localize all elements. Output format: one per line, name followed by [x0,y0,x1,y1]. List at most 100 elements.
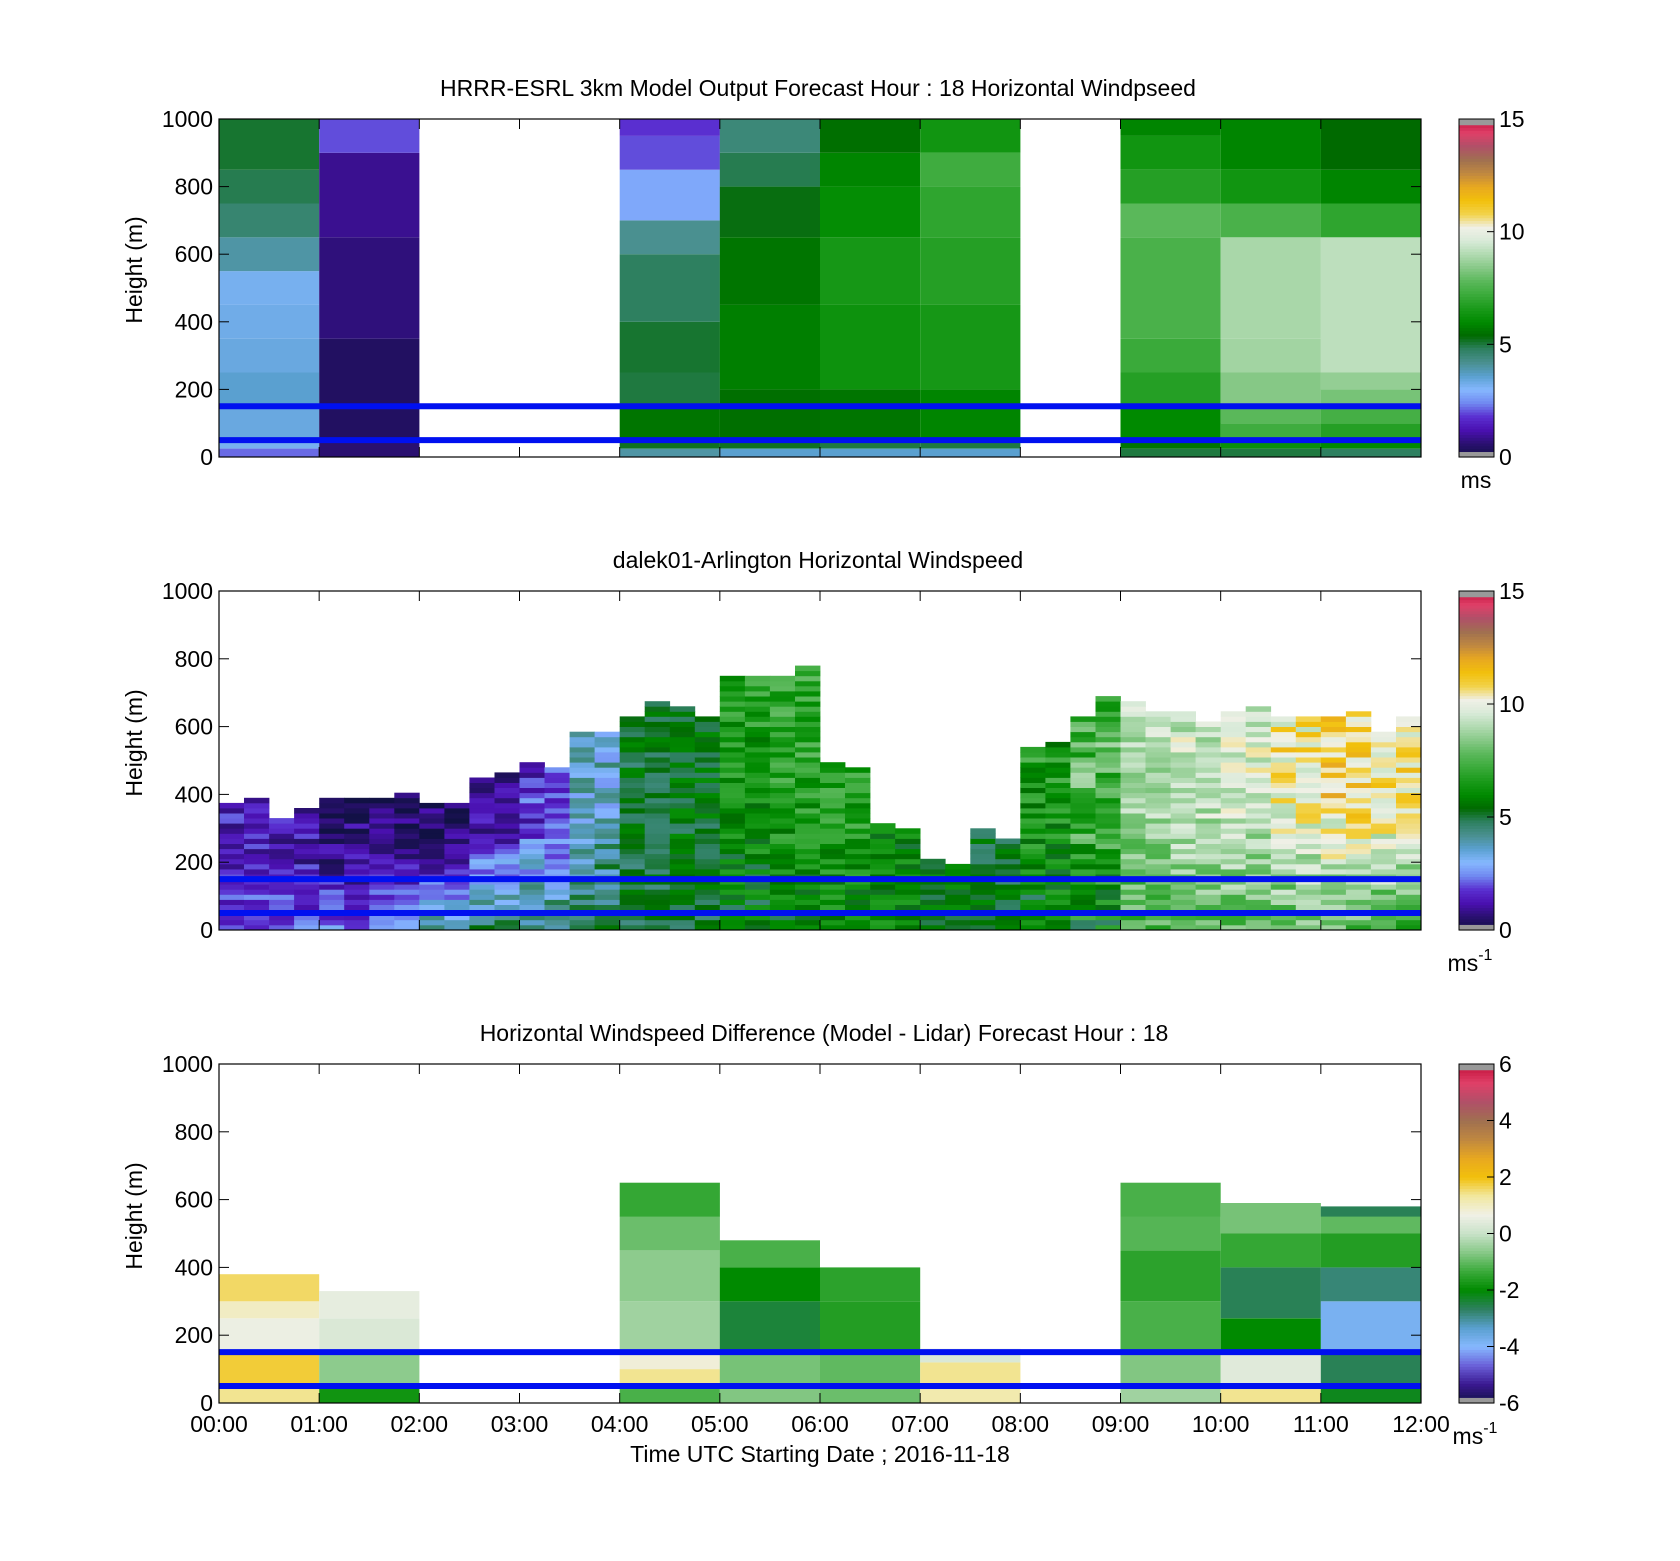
heatmap-cell [369,818,395,824]
heatmap-cell [1070,833,1096,839]
heatmap-cell [870,858,896,865]
colorbar-segment [1459,1369,1494,1373]
heatmap-cell [945,919,971,926]
heatmap-cell [244,919,270,926]
heatmap-cell [1370,853,1397,860]
heatmap-cell [1396,726,1422,733]
heatmap-cell [795,701,821,707]
colorbar-segment [1459,1273,1494,1277]
heatmap-cell [644,726,671,733]
colorbar-segment [1459,1117,1494,1122]
heatmap-cell [1220,833,1247,839]
heatmap-cell [619,919,646,926]
heatmap-cell [1045,823,1071,829]
heatmap-cell [1020,808,1046,814]
heatmap-cell [744,894,771,900]
heatmap-cell [1120,899,1146,905]
heatmap-cell [1070,736,1096,743]
heatmap-cell [1095,924,1121,931]
heatmap-cell [1370,858,1397,865]
heatmap-cell [669,716,696,722]
heatmap-cell [1020,828,1046,834]
heatmap-cell [344,904,370,911]
heatmap-cell [719,884,746,890]
colorbar-segment [1459,124,1494,129]
colorbar-segment [1459,1244,1494,1249]
heatmap-cell [1095,696,1121,702]
colorbar-segment [1459,1092,1494,1096]
heatmap-cell [820,838,846,844]
heatmap-cell [294,889,320,895]
heatmap-cell [1145,889,1171,895]
colorbar-segment [1459,1134,1494,1139]
heatmap-cell [494,904,520,911]
heatmap-cell [519,823,545,829]
heatmap-cell [594,884,620,890]
y-tick-label: 0 [200,444,213,470]
heatmap-cell [1220,782,1247,788]
heatmap-cell [1320,716,1347,722]
heatmap-cell [1220,169,1321,204]
colorbar-segment [1459,624,1494,629]
heatmap-cell [1320,736,1347,743]
colorbar-segment [1459,845,1494,849]
heatmap-cell [1220,372,1321,407]
heatmap-cell [344,828,370,834]
heatmap-cell [444,813,470,819]
heatmap-cell [494,853,520,860]
colorbar-segment [1459,389,1494,393]
heatmap-cell [619,884,646,890]
heatmap-cell [394,792,420,799]
heatmap-cell [744,680,771,687]
heatmap-cell [219,828,245,834]
heatmap-cell [1120,853,1146,860]
heatmap-cell [920,119,1021,153]
heatmap-cell [469,808,495,814]
heatmap-cell [1145,894,1171,900]
heatmap-cell [594,904,620,911]
heatmap-cell [219,853,245,860]
colorbar-segment [1459,1075,1494,1079]
heatmap-cell [1095,853,1121,860]
heatmap-cell [795,899,821,905]
heatmap-cell [1320,772,1347,778]
heatmap-cell [870,894,896,900]
heatmap-cell [769,914,796,921]
heatmap-cell [344,919,370,926]
heatmap-cell [319,1386,420,1403]
colorbar-segment [1459,687,1494,691]
heatmap-cell [820,869,846,875]
heatmap-cell [294,869,320,875]
heatmap-cell [219,169,320,204]
heatmap-cell [694,853,721,860]
heatmap-cell [920,884,946,890]
heatmap-cell [219,1318,320,1353]
heatmap-cell [419,889,445,895]
heatmap-cell [219,889,245,895]
heatmap-cell [1170,802,1196,809]
colorbar-segment [1459,369,1494,374]
heatmap-cell [619,767,646,773]
heatmap-cell [995,899,1021,905]
heatmap-cell [820,762,846,768]
colorbar-segment [1459,862,1494,866]
colorbar-segment [1459,658,1494,663]
heatmap-cell [1320,848,1347,855]
colorbar-segment [1459,138,1494,143]
heatmap-cell [1245,899,1272,905]
heatmap-cell [669,924,696,931]
heatmap-cell [219,904,245,911]
y-tick-label: 200 [175,1322,213,1348]
heatmap-cell [569,782,595,788]
heatmap-cell [1045,869,1071,875]
heatmap-cell [820,1352,921,1387]
heatmap-cell [1195,843,1221,850]
heatmap-cell [544,787,570,794]
heatmap-cell [1245,721,1272,727]
heatmap-cell [1195,924,1221,931]
colorbar-segment [1459,406,1494,410]
heatmap-cell [1320,389,1421,407]
colorbar-segment [1459,593,1494,598]
heatmap-cell [544,838,570,844]
heatmap-cell [1120,894,1146,900]
